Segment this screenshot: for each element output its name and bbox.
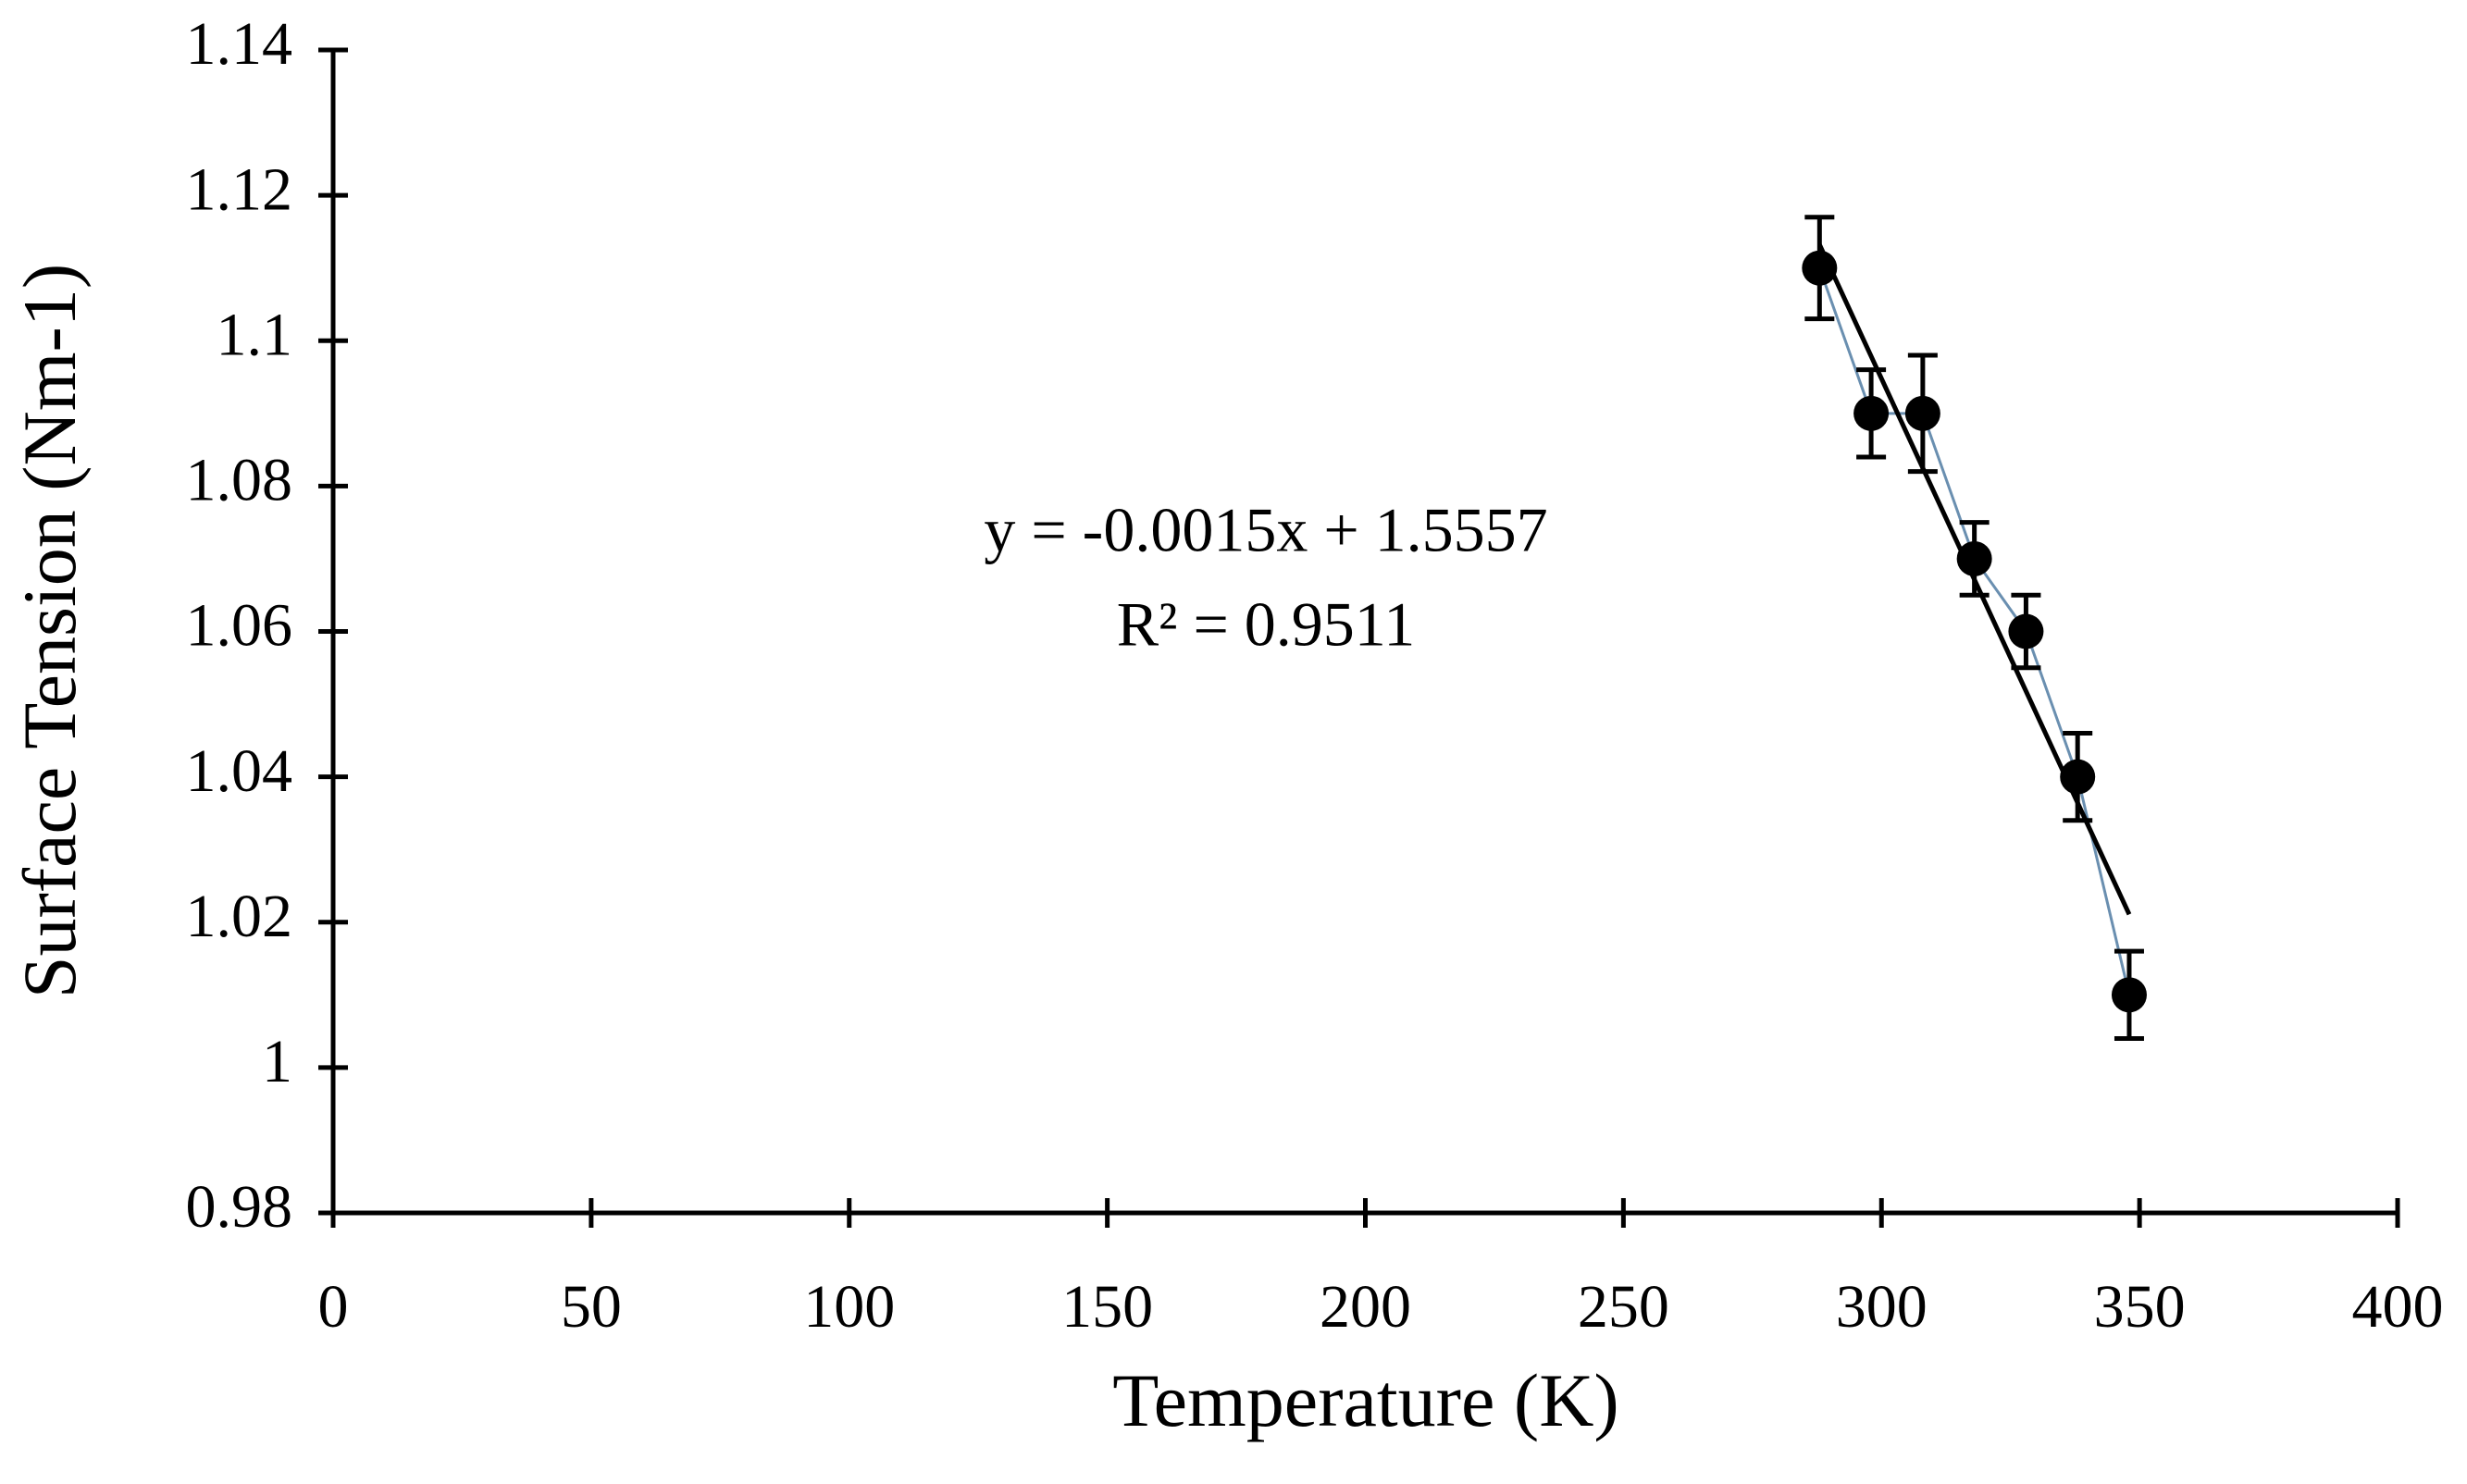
y-tick-label: 0.98 [186, 1173, 293, 1241]
x-tick-label: 100 [803, 1273, 895, 1341]
y-tick-label: 1.08 [186, 447, 293, 514]
x-tick-label: 50 [561, 1273, 622, 1341]
y-tick-label: 1.12 [186, 155, 293, 223]
x-tick-label: 150 [1061, 1273, 1153, 1341]
y-axis-title: Surface Tension (Nm-1) [7, 264, 92, 998]
x-tick-label: 400 [2352, 1273, 2444, 1341]
point [1853, 395, 1890, 431]
point [2008, 613, 2044, 649]
x-axis-title: Temperature (K) [1112, 1358, 1618, 1442]
point [1956, 540, 1992, 576]
point [2060, 759, 2096, 795]
x-tick-label: 300 [1836, 1273, 1928, 1341]
equation: y = -0.0015x + 1.5557 [984, 495, 1547, 565]
connecting-line [1817, 267, 2131, 996]
y-tick-label: 1 [262, 1028, 292, 1095]
y-tick-label: 1.02 [186, 883, 293, 950]
x-tick-label: 350 [2094, 1273, 2186, 1341]
x-tick-label: 250 [1578, 1273, 1669, 1341]
point [1802, 250, 1838, 286]
point [1904, 395, 1940, 431]
y-tick-label: 1.14 [186, 10, 293, 78]
y-tick-label: 1.1 [217, 301, 293, 368]
x-tick-label: 200 [1320, 1273, 1411, 1341]
r-squared: R² = 0.9511 [1117, 589, 1416, 660]
y-tick-label: 1.04 [186, 737, 293, 805]
x-tick-label: 0 [318, 1273, 349, 1341]
y-tick-label: 1.06 [186, 592, 293, 660]
point [2111, 977, 2147, 1013]
